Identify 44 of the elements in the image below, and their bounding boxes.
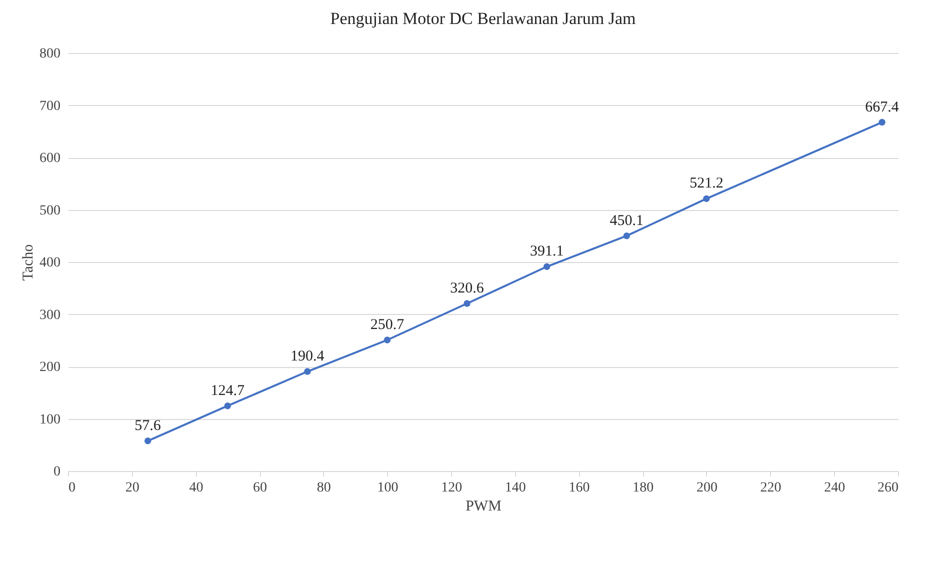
y-tick-label: 700 [40, 98, 60, 114]
point [878, 118, 886, 126]
y-tick-label: 0 [54, 464, 60, 480]
x-tick-label: 20 [125, 480, 140, 496]
data-label: 124.7 [210, 382, 245, 399]
data-label: 250.7 [370, 317, 405, 334]
x-tick-label: 80 [316, 480, 331, 496]
x-tick-label: 120 [441, 480, 462, 496]
y-tick-label: 600 [40, 151, 60, 166]
data-label: 57.6 [134, 418, 162, 434]
data-label: 521.2 [690, 176, 724, 192]
data-label: 391.1 [530, 244, 564, 260]
y-tick-label: 400 [40, 256, 60, 270]
x-tick-label: 100 [377, 480, 398, 496]
point [384, 336, 391, 344]
y-tick-label: 500 [40, 203, 60, 218]
x-tick-label: 60 [253, 480, 268, 496]
x-tick-label: 260 [878, 480, 898, 496]
y-tick-label: 800 [40, 46, 60, 62]
chart-title: Pengujian Motor DC Berlawanan Jarum Jam [330, 9, 636, 28]
point [144, 438, 152, 444]
point [464, 300, 470, 307]
point [304, 368, 311, 375]
x-tick-label: 220 [760, 480, 782, 496]
y-tick-label: 100 [40, 412, 60, 428]
point [543, 263, 550, 270]
x-tick-label: 180 [632, 480, 654, 496]
x-tick-label: 140 [504, 480, 526, 496]
x-tick-label: 240 [824, 480, 846, 496]
x-tick-label: 200 [696, 480, 718, 496]
x-tick-label: 160 [568, 480, 590, 496]
data-label: 667.4 [865, 99, 900, 116]
point [224, 402, 231, 410]
y-tick-label: 200 [40, 360, 60, 375]
y-tick-label: 300 [40, 308, 60, 323]
data-label: 190.4 [290, 348, 325, 365]
x-tick-label: 40 [189, 480, 204, 496]
point [623, 232, 630, 240]
data-label: 450.1 [610, 212, 644, 229]
point [703, 195, 710, 202]
x-tick-label: 0 [68, 480, 76, 496]
x-axis-title: PWM [466, 498, 502, 514]
y-axis-title: Tacho [20, 244, 36, 281]
data-label: 320.6 [450, 280, 484, 296]
